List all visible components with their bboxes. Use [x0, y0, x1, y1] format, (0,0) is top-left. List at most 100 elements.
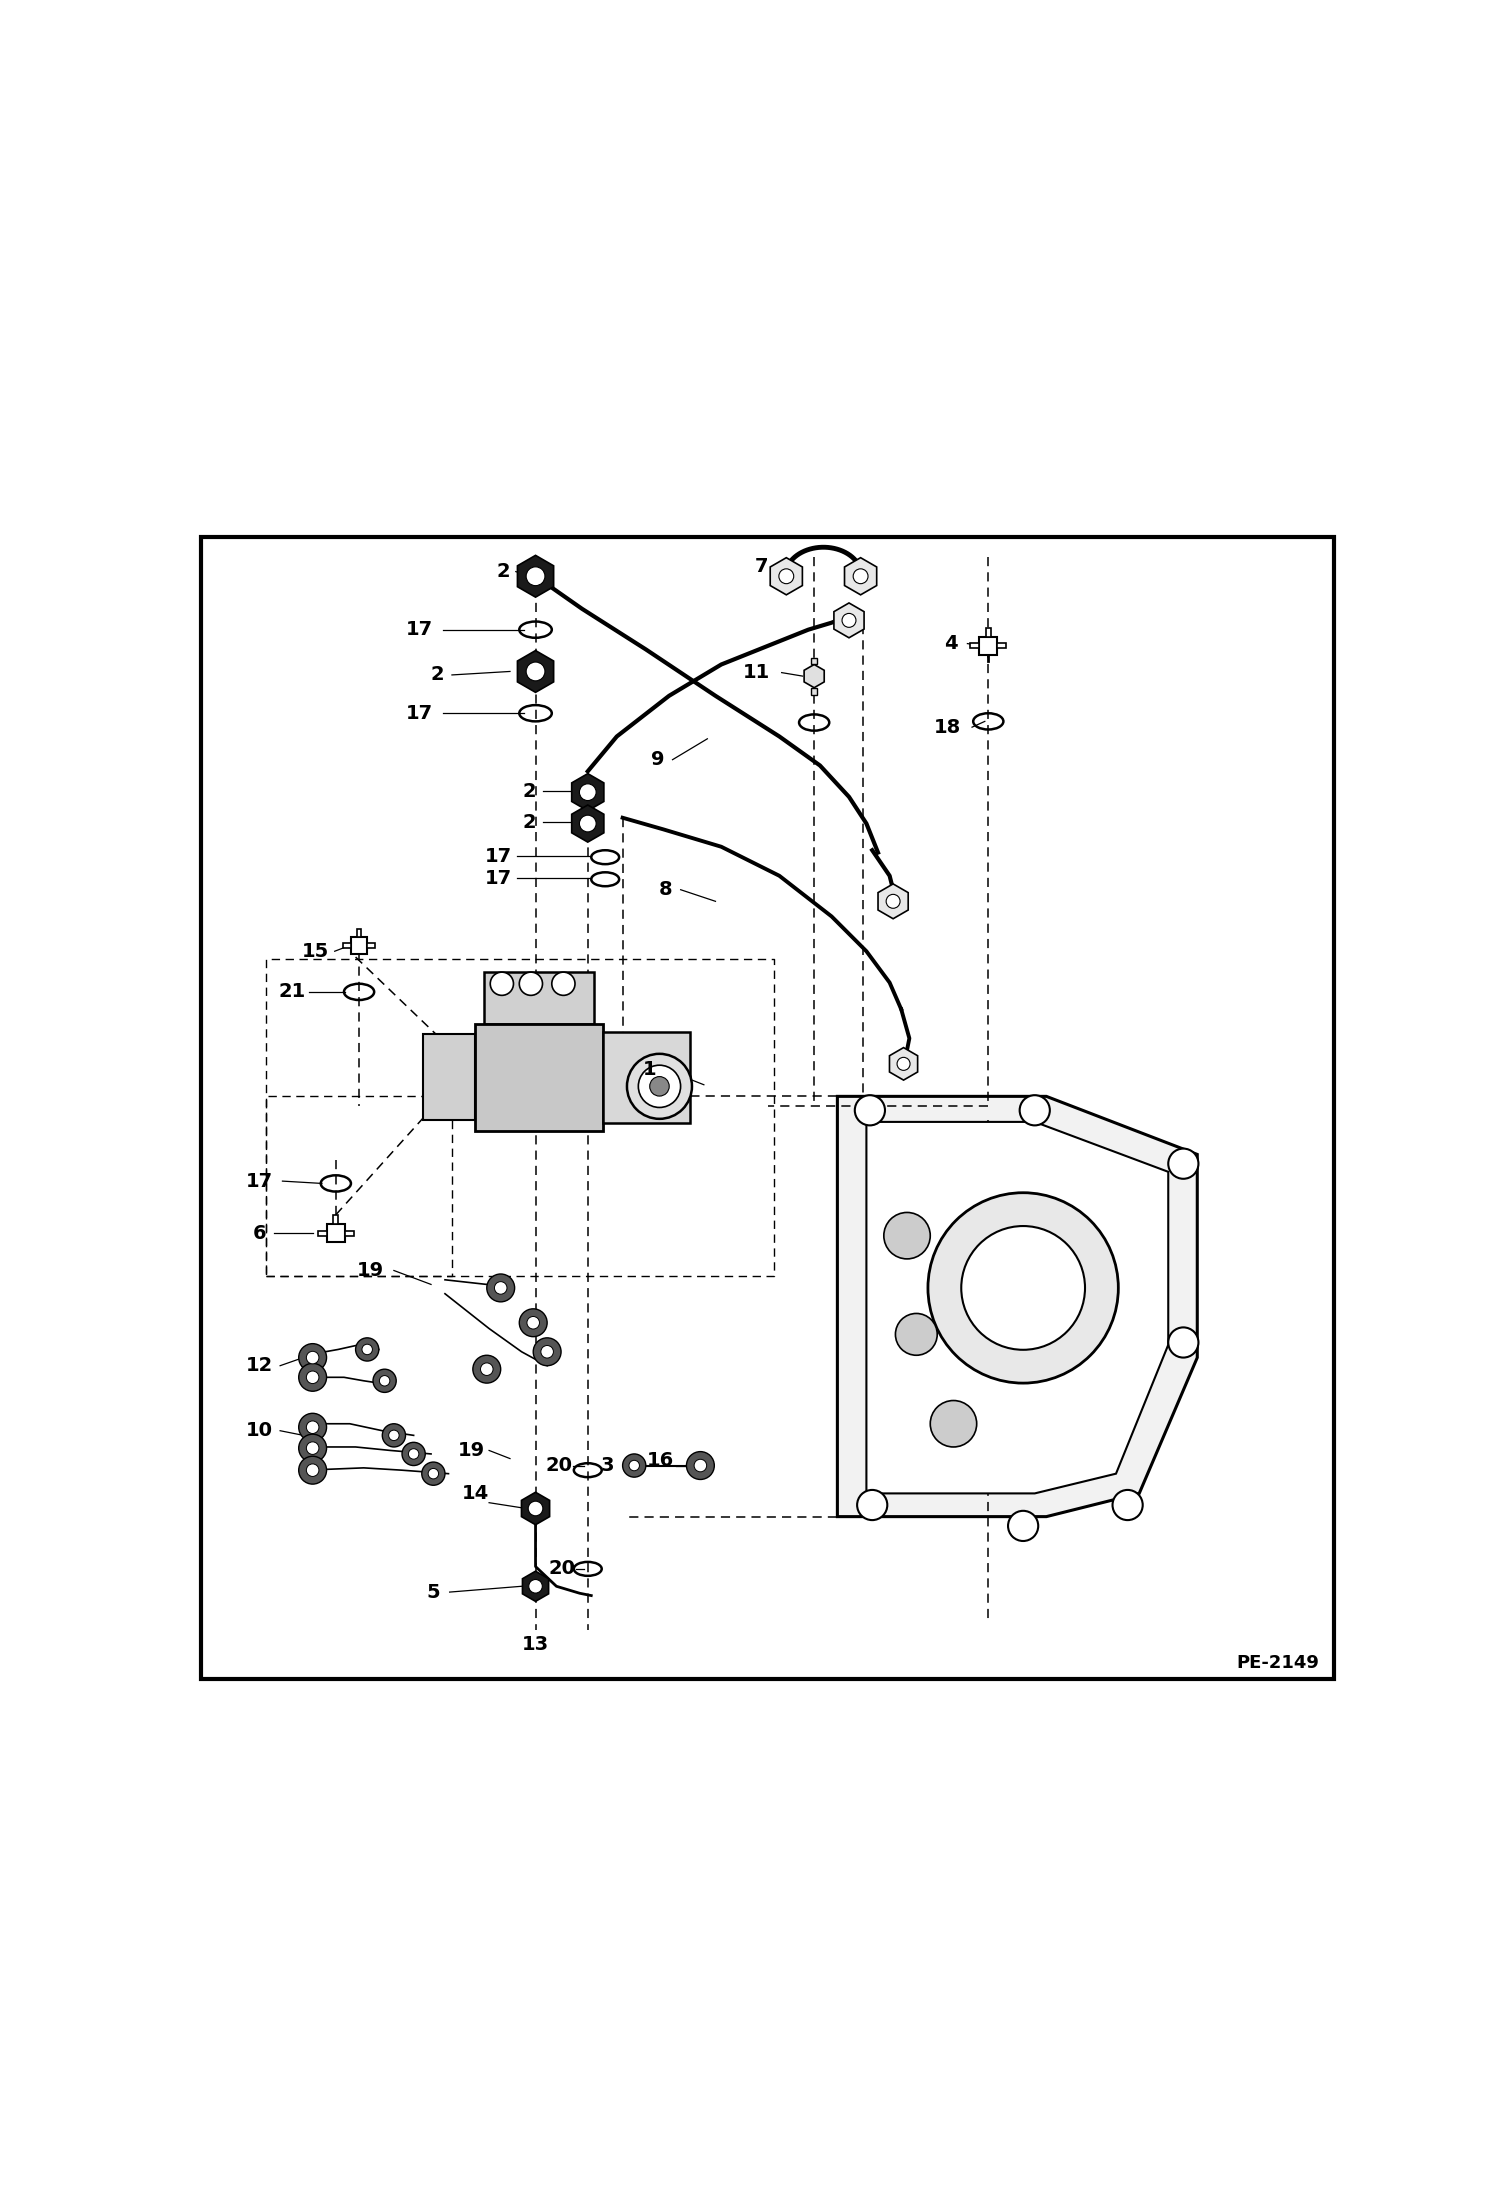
Circle shape — [307, 1441, 319, 1455]
Circle shape — [382, 1424, 406, 1448]
Circle shape — [623, 1455, 646, 1477]
Text: 2: 2 — [496, 562, 509, 581]
Polygon shape — [837, 1097, 1197, 1516]
Circle shape — [930, 1400, 977, 1448]
Polygon shape — [572, 805, 604, 842]
Circle shape — [307, 1463, 319, 1477]
Bar — [345, 1231, 354, 1235]
Text: 4: 4 — [944, 634, 957, 654]
Polygon shape — [845, 557, 876, 595]
Circle shape — [533, 1338, 562, 1365]
Circle shape — [962, 1226, 1085, 1349]
Polygon shape — [890, 1047, 918, 1079]
Circle shape — [628, 1053, 692, 1119]
Bar — [602, 1033, 691, 1123]
Circle shape — [896, 1314, 938, 1356]
Text: 12: 12 — [246, 1356, 273, 1376]
Circle shape — [580, 783, 596, 801]
Circle shape — [298, 1457, 327, 1483]
Circle shape — [481, 1362, 493, 1376]
Polygon shape — [517, 555, 554, 597]
Circle shape — [307, 1352, 319, 1365]
Polygon shape — [572, 774, 604, 812]
Circle shape — [884, 1213, 930, 1259]
Polygon shape — [523, 1571, 548, 1602]
Text: 1: 1 — [643, 1060, 656, 1079]
Text: 16: 16 — [647, 1452, 674, 1470]
Text: PE-2149: PE-2149 — [1236, 1654, 1320, 1672]
Polygon shape — [521, 1492, 550, 1525]
Circle shape — [490, 972, 514, 996]
Circle shape — [526, 566, 545, 586]
Polygon shape — [878, 884, 908, 919]
Bar — [812, 658, 816, 665]
Text: 17: 17 — [406, 621, 433, 638]
Bar — [351, 937, 367, 954]
Circle shape — [694, 1459, 707, 1472]
Circle shape — [551, 972, 575, 996]
Circle shape — [494, 1281, 506, 1294]
Circle shape — [373, 1369, 395, 1393]
Circle shape — [887, 895, 900, 908]
Circle shape — [1113, 1490, 1143, 1520]
Text: 17: 17 — [406, 704, 433, 722]
Circle shape — [529, 1501, 542, 1516]
Circle shape — [298, 1413, 327, 1441]
Circle shape — [927, 1194, 1119, 1382]
Circle shape — [1020, 1095, 1050, 1126]
Bar — [986, 627, 990, 636]
Text: 2: 2 — [523, 781, 536, 801]
Bar — [327, 1224, 345, 1242]
Circle shape — [650, 1077, 670, 1097]
Circle shape — [355, 1338, 379, 1360]
Text: 17: 17 — [246, 1172, 273, 1191]
Polygon shape — [804, 665, 824, 687]
Circle shape — [529, 1580, 542, 1593]
Bar — [971, 643, 980, 649]
Polygon shape — [834, 603, 864, 638]
Polygon shape — [770, 557, 803, 595]
Circle shape — [541, 1345, 553, 1358]
Text: 21: 21 — [279, 983, 306, 1000]
Text: 7: 7 — [755, 557, 768, 577]
Polygon shape — [866, 1121, 1168, 1494]
Text: 14: 14 — [461, 1483, 488, 1503]
Circle shape — [298, 1362, 327, 1391]
Text: 20: 20 — [545, 1457, 572, 1474]
Bar — [343, 943, 351, 948]
Circle shape — [388, 1430, 398, 1441]
Circle shape — [409, 1448, 419, 1459]
Bar — [475, 1025, 602, 1132]
Text: 20: 20 — [548, 1560, 575, 1577]
Circle shape — [854, 568, 867, 584]
Text: 17: 17 — [485, 869, 512, 889]
Circle shape — [422, 1461, 445, 1485]
Text: 6: 6 — [253, 1224, 267, 1242]
Text: 13: 13 — [521, 1635, 550, 1654]
Circle shape — [379, 1376, 389, 1387]
Circle shape — [298, 1435, 327, 1461]
Text: 19: 19 — [458, 1441, 485, 1459]
Text: 5: 5 — [427, 1582, 440, 1602]
Bar — [318, 1231, 327, 1235]
Polygon shape — [517, 652, 554, 693]
Circle shape — [897, 1058, 911, 1071]
Text: 18: 18 — [935, 717, 962, 737]
Circle shape — [580, 816, 596, 832]
Bar — [333, 1215, 339, 1224]
Circle shape — [686, 1452, 715, 1479]
Circle shape — [526, 663, 545, 680]
Text: 9: 9 — [650, 750, 664, 770]
Circle shape — [1008, 1512, 1038, 1540]
Circle shape — [1168, 1150, 1198, 1178]
Circle shape — [298, 1343, 327, 1371]
Text: 2: 2 — [430, 665, 443, 685]
Circle shape — [520, 1310, 547, 1336]
Circle shape — [307, 1422, 319, 1433]
Text: 17: 17 — [485, 847, 512, 867]
Circle shape — [842, 614, 855, 627]
Bar — [357, 930, 361, 937]
Text: 2: 2 — [523, 812, 536, 832]
Circle shape — [779, 568, 794, 584]
Text: 8: 8 — [659, 880, 673, 900]
